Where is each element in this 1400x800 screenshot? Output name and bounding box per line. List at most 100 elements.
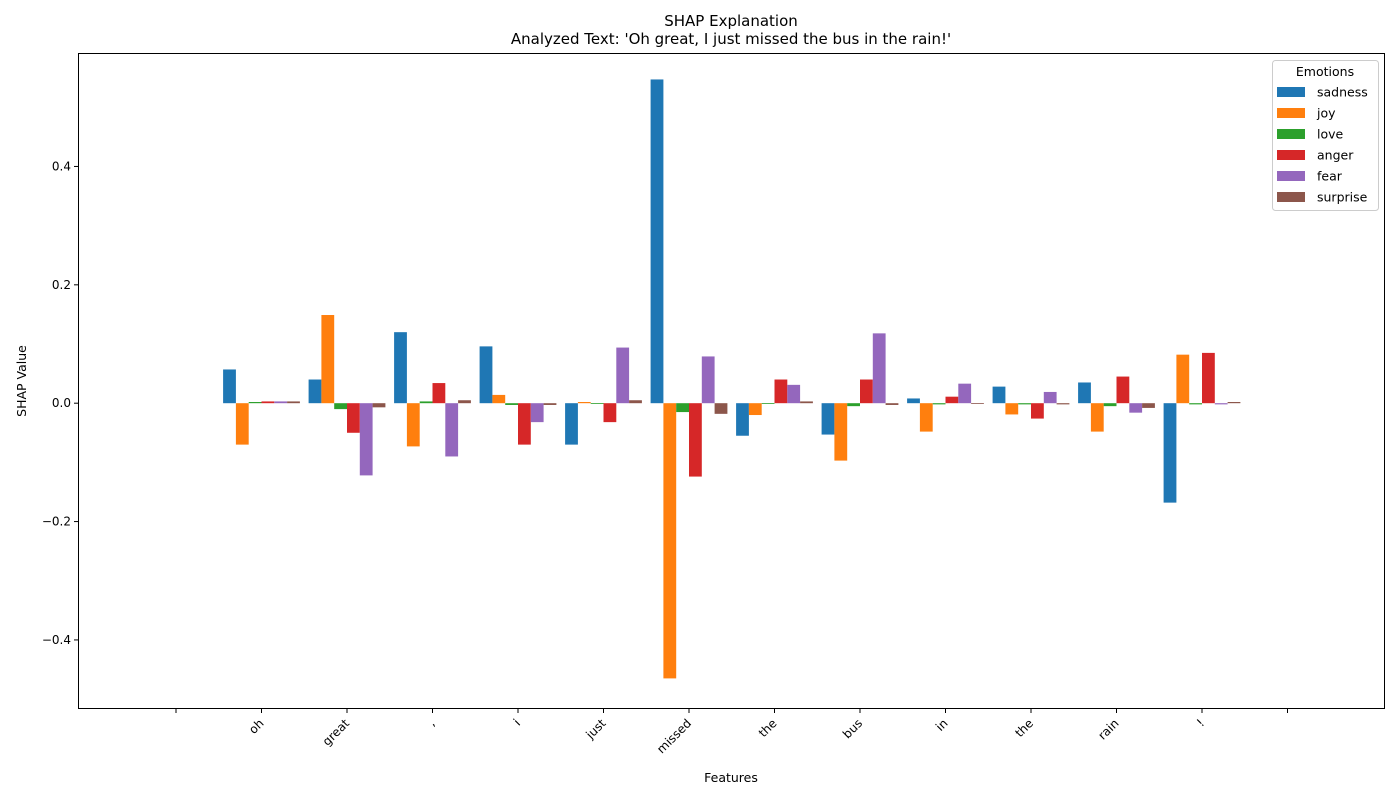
x-tick-label: ,: [425, 716, 438, 729]
bars-layer: [223, 79, 1241, 679]
bar-sadness-7: [736, 403, 749, 436]
bar-love-3: [419, 401, 433, 404]
plot-frame: [78, 53, 1385, 709]
bar-anger-3: [432, 383, 446, 404]
legend-swatch-anger: [1277, 150, 1305, 160]
bar-surprise-9: [971, 403, 984, 404]
bar-sadness-8: [821, 403, 835, 435]
bar-anger-2: [347, 403, 360, 433]
bar-surprise-2: [372, 403, 386, 408]
bar-love-8: [847, 403, 860, 407]
bar-anger-8: [860, 379, 873, 404]
bar-joy-12: [1176, 354, 1190, 404]
x-tick-label: bus: [840, 716, 865, 741]
bar-surprise-8: [885, 403, 899, 405]
bar-love-4: [505, 403, 518, 405]
legend-swatch-fear: [1277, 171, 1305, 181]
x-tick-label: oh: [246, 716, 266, 736]
bar-fear-3: [445, 403, 459, 457]
bar-anger-5: [603, 403, 617, 423]
bar-surprise-6: [714, 403, 728, 414]
legend-swatch-joy: [1277, 108, 1305, 118]
bar-fear-4: [530, 403, 544, 423]
bar-sadness-6: [650, 79, 664, 404]
bar-anger-4: [518, 403, 531, 445]
legend-swatch-love: [1277, 129, 1305, 139]
x-tick-label: i: [511, 716, 523, 728]
legend-swatch-surprise: [1277, 192, 1305, 202]
bar-surprise-5: [629, 400, 642, 404]
bar-sadness-9: [907, 398, 920, 404]
bar-fear-11: [1129, 403, 1143, 413]
bar-joy-6: [663, 403, 677, 679]
bar-joy-9: [919, 403, 933, 432]
bar-surprise-11: [1142, 403, 1155, 408]
legend-swatch-sadness: [1277, 87, 1305, 97]
bar-sadness-11: [1078, 382, 1091, 404]
bar-sadness-12: [1163, 403, 1177, 503]
bar-fear-9: [958, 383, 972, 404]
bar-sadness-3: [394, 332, 407, 404]
bar-anger-12: [1202, 352, 1215, 404]
bar-love-9: [932, 403, 946, 405]
legend-title: Emotions: [1296, 64, 1354, 79]
legend-label-love: love: [1317, 127, 1344, 142]
bar-love-5: [590, 403, 604, 404]
bar-surprise-4: [543, 403, 557, 405]
bar-love-7: [761, 403, 775, 404]
bar-sadness-1: [223, 369, 236, 404]
bar-joy-8: [834, 403, 848, 461]
bar-fear-7: [787, 384, 801, 404]
bar-fear-2: [359, 403, 373, 476]
bar-anger-6: [689, 403, 702, 477]
y-tick-label: 0.2: [52, 278, 71, 292]
bar-sadness-2: [308, 379, 322, 404]
bar-fear-10: [1043, 391, 1057, 404]
legend: Emotions sadness joy love anger fear surprise: [1272, 60, 1379, 211]
bar-surprise-10: [1056, 403, 1070, 405]
bar-joy-3: [406, 403, 420, 447]
bar-joy-5: [577, 402, 591, 404]
x-axis-label: Features: [704, 770, 758, 785]
bar-surprise-3: [458, 400, 471, 404]
bar-fear-1: [274, 401, 288, 404]
bar-joy-11: [1090, 403, 1104, 432]
x-tick-label: great: [320, 716, 353, 749]
bar-anger-10: [1031, 403, 1044, 419]
bar-love-12: [1189, 403, 1202, 405]
y-tick-label: −0.2: [42, 515, 71, 529]
x-tick-label: missed: [654, 716, 694, 756]
legend-label-joy: joy: [1316, 106, 1336, 121]
chart-subtitle: Analyzed Text: 'Oh great, I just missed …: [511, 30, 951, 48]
bar-love-6: [676, 403, 689, 413]
bar-anger-1: [261, 401, 275, 404]
bar-anger-11: [1116, 376, 1130, 404]
bar-surprise-1: [287, 401, 300, 404]
bar-joy-2: [321, 315, 335, 404]
x-tick-label: rain: [1095, 716, 1121, 742]
bar-fear-5: [616, 347, 630, 404]
legend-label-anger: anger: [1317, 148, 1354, 163]
x-tick-label: the: [756, 716, 780, 740]
bar-love-10: [1018, 403, 1031, 405]
legend-label-fear: fear: [1317, 169, 1343, 184]
bar-joy-7: [748, 403, 762, 416]
bar-fear-8: [872, 333, 886, 404]
bar-surprise-12: [1227, 402, 1241, 404]
x-axis: oh great, i just missed the bus in the rain!: [175, 708, 1288, 756]
bar-love-11: [1103, 403, 1117, 407]
bar-sadness-4: [479, 346, 493, 404]
bar-sadness-10: [992, 386, 1006, 404]
bar-joy-1: [235, 403, 249, 445]
y-tick-label: −0.4: [42, 633, 71, 647]
bar-fear-6: [701, 356, 715, 404]
bar-anger-9: [945, 396, 959, 404]
x-tick-label: just: [583, 716, 609, 742]
bar-joy-4: [492, 394, 506, 404]
y-tick-label: 0.0: [52, 396, 71, 410]
bar-surprise-7: [800, 401, 813, 404]
legend-label-surprise: surprise: [1317, 190, 1368, 205]
y-axis: −0.4 −0.2 0.0 0.2 0.4: [42, 159, 79, 647]
chart-title: SHAP Explanation: [664, 12, 798, 30]
x-tick-label: in: [933, 716, 951, 734]
